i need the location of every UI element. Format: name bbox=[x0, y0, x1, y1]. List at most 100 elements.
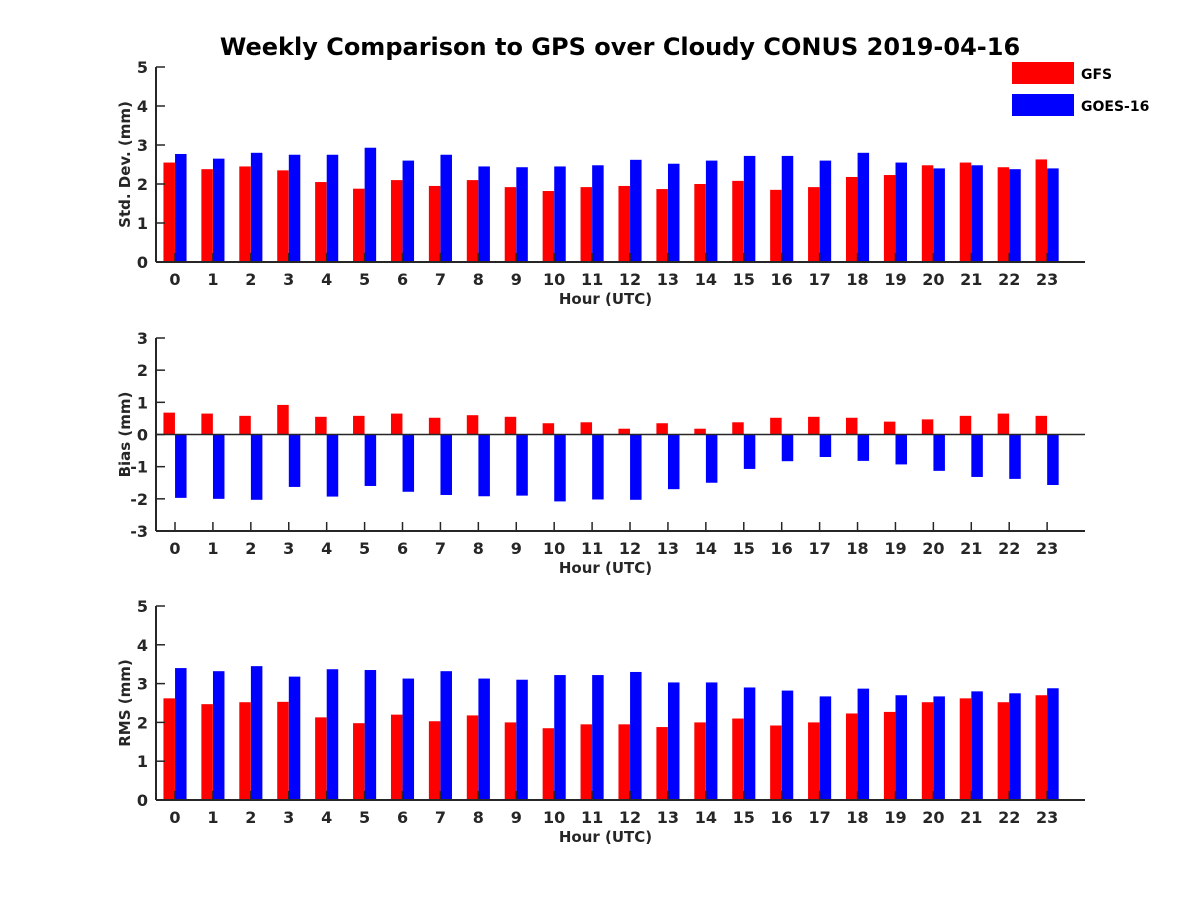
x-tick-label: 7 bbox=[435, 808, 446, 827]
x-tick-label: 9 bbox=[511, 808, 522, 827]
y-tick-label: 3 bbox=[137, 136, 148, 155]
bar-gfs-hour-18 bbox=[845, 713, 858, 800]
bar-goes-16-hour-10 bbox=[554, 675, 566, 800]
bar-gfs-hour-8 bbox=[466, 715, 479, 800]
bar-goes-16-hour-10 bbox=[554, 166, 566, 262]
bar-gfs-hour-16 bbox=[770, 417, 782, 435]
bar-goes-16-hour-1 bbox=[212, 158, 225, 262]
bar-gfs-hour-11 bbox=[580, 187, 593, 262]
bar-goes-16-hour-17 bbox=[819, 696, 832, 800]
x-tick-label: 6 bbox=[397, 808, 408, 827]
x-tick-label: 15 bbox=[733, 539, 755, 558]
bar-gfs-hour-17 bbox=[808, 722, 820, 800]
bar-goes-16-hour-16 bbox=[781, 155, 794, 262]
bar-gfs-hour-12 bbox=[618, 428, 630, 435]
x-tick-label: 11 bbox=[581, 539, 603, 558]
series-goes-16 bbox=[175, 147, 1059, 262]
bar-goes-16-hour-1 bbox=[212, 671, 225, 800]
bar-gfs-hour-20 bbox=[921, 702, 934, 800]
series-goes-16 bbox=[175, 434, 1059, 502]
bar-goes-16-hour-11 bbox=[592, 165, 604, 262]
bar-goes-16-hour-9 bbox=[516, 679, 528, 800]
x-tick-label: 1 bbox=[207, 270, 218, 289]
x-tick-label: 8 bbox=[473, 539, 484, 558]
bar-gfs-hour-22 bbox=[997, 167, 1010, 262]
bar-goes-16-hour-7 bbox=[440, 434, 452, 495]
x-tick-label: 13 bbox=[657, 808, 679, 827]
series-gfs bbox=[163, 695, 1048, 800]
bar-gfs-hour-19 bbox=[883, 711, 896, 800]
figure-title: Weekly Comparison to GPS over Cloudy CON… bbox=[220, 33, 1020, 61]
x-tick-label: 7 bbox=[435, 539, 446, 558]
bar-goes-16-hour-10 bbox=[554, 434, 566, 502]
bar-goes-16-hour-19 bbox=[895, 434, 907, 465]
y-tick-label: -1 bbox=[130, 458, 148, 477]
x-tick-label: 21 bbox=[960, 539, 982, 558]
bar-goes-16-hour-9 bbox=[516, 167, 528, 262]
x-tick-label: 4 bbox=[321, 808, 332, 827]
bar-gfs-hour-14 bbox=[694, 184, 706, 262]
bar-goes-16-hour-16 bbox=[781, 690, 794, 800]
legend-label: GOES-16 bbox=[1081, 99, 1149, 115]
bar-gfs-hour-7 bbox=[428, 185, 441, 262]
x-tick-label: 5 bbox=[359, 539, 370, 558]
bar-gfs-hour-16 bbox=[770, 725, 782, 800]
bar-goes-16-hour-17 bbox=[819, 434, 832, 458]
bar-goes-16-hour-1 bbox=[212, 434, 225, 499]
bar-gfs-hour-3 bbox=[277, 404, 289, 435]
bar-goes-16-hour-19 bbox=[895, 162, 907, 262]
bar-gfs-hour-2 bbox=[239, 166, 251, 262]
bar-goes-16-hour-15 bbox=[743, 434, 756, 469]
bar-gfs-hour-1 bbox=[201, 704, 213, 800]
bar-gfs-hour-5 bbox=[353, 188, 365, 262]
bar-goes-16-hour-23 bbox=[1047, 434, 1059, 485]
y-tick-label: 0 bbox=[137, 426, 148, 445]
legend-swatch bbox=[1012, 94, 1074, 116]
bar-gfs-hour-1 bbox=[201, 169, 213, 262]
bar-goes-16-hour-0 bbox=[175, 668, 187, 800]
bar-goes-16-hour-3 bbox=[288, 676, 301, 800]
bar-gfs-hour-5 bbox=[353, 415, 365, 435]
bar-goes-16-hour-21 bbox=[971, 165, 983, 262]
bar-goes-16-hour-13 bbox=[667, 434, 680, 490]
bar-gfs-hour-4 bbox=[315, 717, 327, 800]
x-tick-label: 20 bbox=[922, 270, 944, 289]
y-tick-label: 2 bbox=[137, 713, 148, 732]
y-tick-label: 2 bbox=[137, 175, 148, 194]
bar-gfs-hour-0 bbox=[163, 162, 175, 262]
bar-goes-16-hour-23 bbox=[1047, 688, 1059, 800]
bar-gfs-hour-13 bbox=[656, 423, 668, 435]
series-goes-16 bbox=[175, 666, 1059, 800]
x-tick-label: 5 bbox=[359, 808, 370, 827]
bar-gfs-hour-20 bbox=[921, 419, 934, 435]
x-tick-label: 23 bbox=[1036, 808, 1058, 827]
x-tick-label: 13 bbox=[657, 539, 679, 558]
bar-goes-16-hour-18 bbox=[857, 434, 870, 461]
bar-gfs-hour-22 bbox=[997, 413, 1010, 435]
x-tick-label: 12 bbox=[619, 270, 641, 289]
legend-swatch bbox=[1012, 62, 1074, 84]
x-tick-label: 16 bbox=[771, 539, 793, 558]
x-tick-label: 6 bbox=[397, 270, 408, 289]
x-tick-label: 4 bbox=[321, 539, 332, 558]
bar-goes-16-hour-0 bbox=[175, 434, 187, 498]
x-tick-label: 3 bbox=[283, 539, 294, 558]
bar-gfs-hour-4 bbox=[315, 182, 327, 262]
bar-goes-16-hour-6 bbox=[402, 160, 415, 262]
bar-gfs-hour-12 bbox=[618, 724, 630, 800]
x-tick-label: 11 bbox=[581, 808, 603, 827]
bar-goes-16-hour-18 bbox=[857, 688, 870, 800]
bar-goes-16-hour-7 bbox=[440, 154, 452, 262]
x-tick-label: 18 bbox=[846, 270, 868, 289]
bar-goes-16-hour-16 bbox=[781, 434, 794, 462]
bar-goes-16-hour-19 bbox=[895, 695, 907, 800]
bar-goes-16-hour-14 bbox=[705, 434, 718, 483]
bar-gfs-hour-6 bbox=[390, 413, 403, 435]
bar-gfs-hour-19 bbox=[883, 421, 896, 435]
bar-gfs-hour-22 bbox=[997, 702, 1010, 800]
bar-gfs-hour-6 bbox=[390, 714, 403, 800]
x-tick-label: 1 bbox=[207, 808, 218, 827]
